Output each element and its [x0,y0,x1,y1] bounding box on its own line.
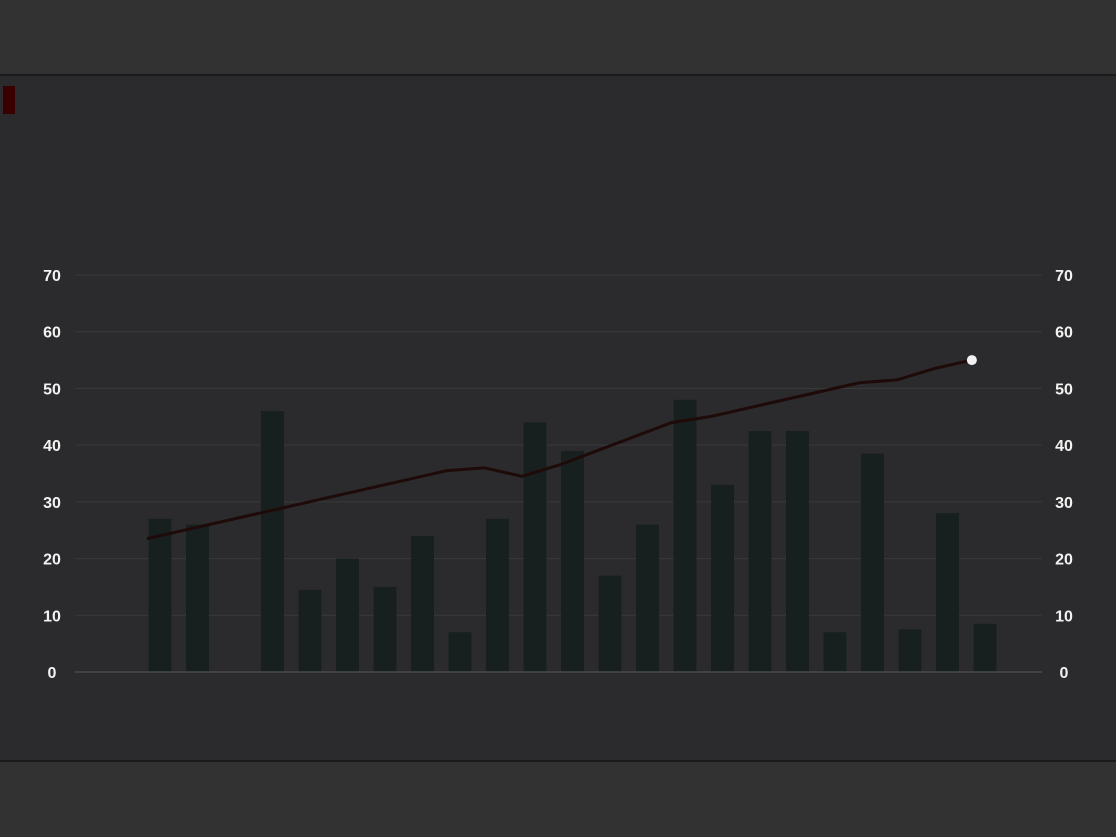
bar [673,399,697,672]
bar [448,632,472,672]
bar [373,586,397,672]
bar [898,629,922,672]
y2-tick-label: 60 [1055,325,1073,342]
bar [636,524,659,672]
line-end-point [966,355,977,366]
bar [186,524,209,672]
y-tick-label: 0 [48,665,57,682]
bar [298,589,322,672]
y2-tick-label: 40 [1055,438,1073,455]
y-tick-label: 60 [43,325,61,342]
bar [523,422,547,672]
bar [486,518,509,672]
bar [598,575,622,672]
bar [973,623,997,672]
bar [936,513,959,672]
y2-tick-label: 50 [1055,381,1073,398]
bar [823,632,847,672]
bar [786,430,809,672]
y-tick-label: 10 [43,608,61,625]
y-tick-label: 70 [43,268,61,285]
bar [261,411,284,672]
y2-tick-label: 10 [1055,608,1073,625]
y-tick-label: 20 [43,552,61,569]
y-tick-label: 30 [43,495,61,512]
y-tick-label: 50 [43,381,61,398]
y2-tick-label: 30 [1055,495,1073,512]
trend-line [146,358,973,541]
y2-tick-label: 20 [1055,552,1073,569]
bar [711,484,734,672]
bar [148,518,172,672]
corner-marker [3,86,15,114]
bar [336,558,359,672]
bar [411,535,434,672]
bar [861,453,884,672]
y2-tick-label: 70 [1055,268,1073,285]
bar [561,450,584,672]
bar [748,430,772,672]
y-tick-label: 40 [43,438,61,455]
y2-tick-label: 0 [1060,665,1069,682]
